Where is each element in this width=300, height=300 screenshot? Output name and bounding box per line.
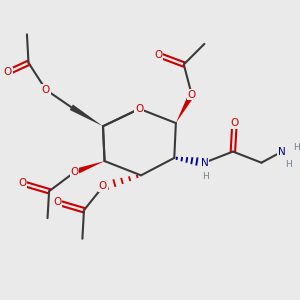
Text: O: O: [154, 50, 163, 60]
Text: O: O: [53, 197, 61, 207]
Text: O: O: [230, 118, 238, 128]
Text: O: O: [4, 68, 12, 77]
Text: O: O: [135, 104, 143, 114]
Text: N: N: [278, 147, 286, 157]
Polygon shape: [70, 104, 103, 126]
Polygon shape: [176, 93, 194, 123]
Text: H: H: [286, 160, 292, 169]
Text: H: H: [202, 172, 209, 182]
Text: O: O: [42, 85, 50, 95]
Polygon shape: [74, 161, 105, 175]
Text: H: H: [293, 143, 300, 152]
Text: O: O: [188, 89, 196, 100]
Text: N: N: [200, 158, 208, 168]
Text: O: O: [99, 182, 107, 191]
Text: O: O: [70, 167, 79, 177]
Text: O: O: [18, 178, 26, 188]
